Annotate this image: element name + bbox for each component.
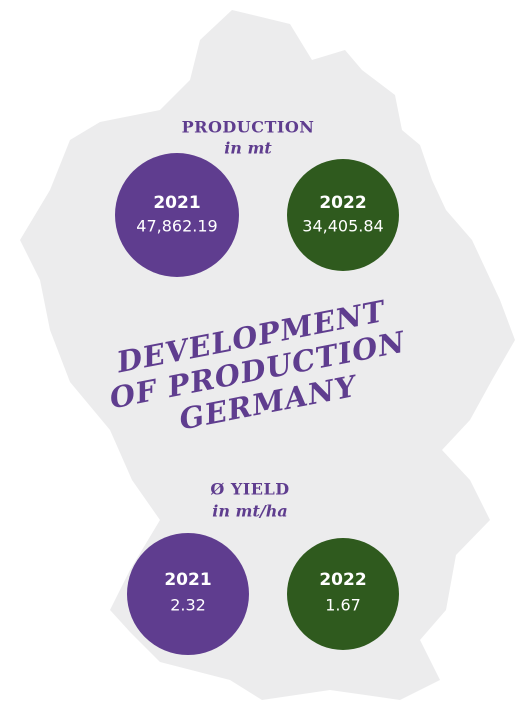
- section-unit: in mt/ha: [212, 502, 287, 521]
- circle-2022: [287, 538, 399, 650]
- value: 1.67: [325, 596, 361, 615]
- section-unit: in mt: [224, 139, 272, 158]
- section-title: PRODUCTION: [182, 118, 315, 137]
- year: 2021: [153, 193, 200, 213]
- year: 2022: [319, 193, 366, 213]
- year: 2021: [164, 570, 211, 590]
- circle-2021: [115, 153, 239, 277]
- value: 47,862.19: [136, 217, 217, 236]
- value: 34,405.84: [302, 217, 383, 236]
- section-title: Ø YIELD: [210, 480, 289, 499]
- circle-2021: [127, 533, 249, 655]
- value: 2.32: [170, 596, 206, 615]
- year: 2022: [319, 570, 366, 590]
- circle-2022: [287, 159, 399, 271]
